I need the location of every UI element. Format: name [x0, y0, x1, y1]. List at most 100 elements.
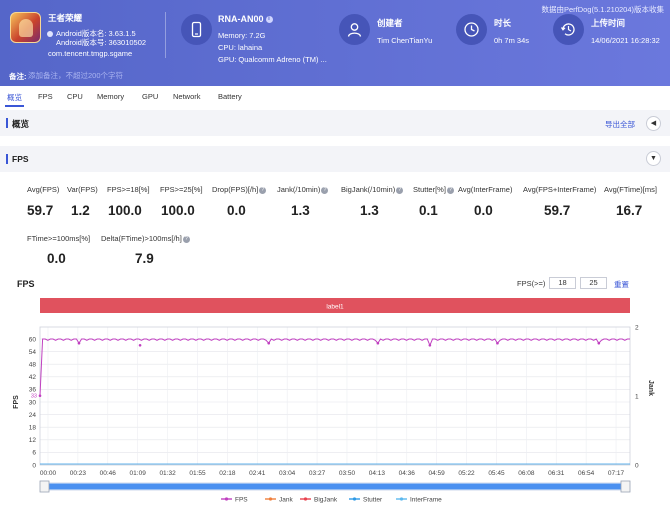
- y-tick-label: 48: [29, 362, 37, 369]
- app-icon: [10, 12, 41, 43]
- tab-gpu[interactable]: GPU: [142, 92, 159, 101]
- fps-section-title: FPS: [12, 154, 29, 164]
- y-tick-label: 24: [29, 412, 37, 419]
- y-tick-label: 30: [29, 399, 37, 406]
- header-divider: [165, 12, 166, 58]
- metric-label: Drop(FPS)[/h]?: [212, 185, 267, 194]
- chevron-down-icon[interactable]: ▼: [646, 151, 661, 166]
- x-tick-label: 07:17: [608, 470, 625, 477]
- legend-marker[interactable]: [303, 497, 308, 501]
- metric-value: 100.0: [161, 203, 195, 218]
- tab-fps[interactable]: FPS: [38, 92, 53, 101]
- legend-marker[interactable]: [352, 497, 357, 501]
- fps-series-line: [39, 338, 630, 396]
- help-icon[interactable]: ?: [259, 186, 267, 194]
- info-icon[interactable]: i: [265, 16, 273, 24]
- legend-item-label[interactable]: InterFrame: [410, 497, 442, 504]
- x-tick-label: 01:09: [130, 470, 147, 477]
- chevron-left-icon[interactable]: ◀: [646, 116, 661, 131]
- upload-time-value: 14/06/2021 16:28:32: [591, 36, 660, 45]
- fps-point: [376, 341, 380, 345]
- fps-threshold-input-1[interactable]: 18: [549, 277, 576, 289]
- metric-value: 1.2: [71, 203, 90, 218]
- phone-icon: [181, 14, 212, 45]
- y-tick-label: 6: [32, 450, 36, 457]
- fps-point: [38, 394, 42, 397]
- legend-item-label[interactable]: Jank: [279, 497, 293, 504]
- export-all-link[interactable]: 导出全部: [605, 120, 635, 129]
- plot-frame: [39, 326, 631, 466]
- x-tick-label: 00:23: [70, 470, 87, 477]
- metric-value: 0.0: [47, 251, 66, 266]
- tab-cpu[interactable]: CPU: [67, 92, 83, 101]
- y-right-tick-label: 0: [635, 462, 639, 469]
- metric-label: FTime>=100ms[%]: [27, 234, 91, 243]
- x-tick-label: 04:36: [399, 470, 416, 477]
- device-cpu: CPU: lahaina: [218, 43, 263, 52]
- metric-label: Var(FPS): [67, 185, 98, 194]
- y-right-tick-label: 2: [635, 324, 639, 331]
- metric-label: FPS>=18[%]: [107, 185, 150, 194]
- legend-item-label[interactable]: FPS: [235, 497, 248, 504]
- metric-label: BigJank(/10min)?: [341, 185, 404, 194]
- section-marker: [6, 154, 8, 164]
- active-tab-indicator: [5, 105, 24, 107]
- android-build: Android版本号: 363010502: [56, 38, 147, 47]
- label-band[interactable]: [40, 298, 630, 313]
- tab-overview[interactable]: 概览: [7, 93, 22, 102]
- fps-chart-title: FPS: [17, 279, 35, 289]
- fps-section-header: FPS ▼: [0, 146, 670, 172]
- legend-item-label[interactable]: Stutter: [363, 497, 383, 504]
- x-tick-label: 01:32: [159, 470, 176, 477]
- y-tick-label: 60: [29, 336, 37, 343]
- legend-marker[interactable]: [224, 497, 229, 501]
- overview-section-header: 概览 导出全部 ◀: [0, 110, 670, 136]
- x-tick-label: 01:55: [189, 470, 206, 477]
- x-tick-label: 00:00: [40, 470, 57, 477]
- legend-marker[interactable]: [268, 497, 273, 501]
- y-axis-right-label: Jank: [647, 380, 654, 396]
- x-tick-label: 05:22: [458, 470, 475, 477]
- device-gpu: GPU: Qualcomm Adreno (TM) ...: [218, 55, 327, 64]
- x-tick-label: 02:18: [219, 470, 236, 477]
- metric-value: 0.0: [474, 203, 493, 218]
- y-tick-label: 36: [29, 387, 37, 394]
- help-icon[interactable]: ?: [446, 186, 454, 194]
- clock-icon: [456, 14, 487, 45]
- metric-value: 0.1: [419, 203, 438, 218]
- metric-label: Jank(/10min)?: [277, 185, 329, 194]
- x-tick-label: 00:46: [100, 470, 117, 477]
- fps-point: [77, 341, 81, 345]
- perfdog-version-note: 数据由PerfDog(5.1.210204)版本收集: [541, 5, 664, 14]
- help-icon[interactable]: ?: [182, 235, 190, 243]
- history-icon: [553, 14, 584, 45]
- fps-point: [428, 344, 432, 347]
- tab-battery[interactable]: Battery: [218, 92, 242, 101]
- zoom-slider-range[interactable]: [44, 483, 626, 490]
- help-icon[interactable]: ?: [321, 186, 329, 194]
- metric-label: FPS>=25[%]: [160, 185, 203, 194]
- metric-label: Avg(FPS+InterFrame): [523, 185, 597, 194]
- zoom-handle-right[interactable]: [620, 480, 631, 493]
- y-right-tick-label: 1: [635, 393, 639, 400]
- zoom-handle-left[interactable]: [39, 480, 50, 493]
- x-tick-label: 03:27: [309, 470, 326, 477]
- device-memory: Memory: 7.2G: [218, 31, 266, 40]
- legend-item-label[interactable]: BigJank: [314, 497, 338, 504]
- x-tick-label: 03:04: [279, 470, 296, 477]
- fps-point: [138, 344, 142, 347]
- y-tick-label: 54: [29, 349, 37, 356]
- note-input[interactable]: 添加备注，不超过200个字符: [28, 71, 124, 80]
- creator-value: Tim ChenTianYu: [377, 36, 433, 45]
- help-icon[interactable]: ?: [396, 186, 404, 194]
- package-name: com.tencent.tmgp.sgame: [48, 49, 133, 58]
- tab-bar: 概览 FPS CPU Memory GPU Network Battery: [0, 86, 670, 108]
- metric-value: 0.0: [227, 203, 246, 218]
- tab-memory[interactable]: Memory: [97, 92, 125, 101]
- fps-threshold-input-2[interactable]: 25: [580, 277, 607, 289]
- metric-value: 59.7: [544, 203, 571, 218]
- tab-network[interactable]: Network: [173, 92, 201, 101]
- reset-threshold-link[interactable]: 重置: [614, 280, 629, 289]
- overview-title: 概览: [12, 119, 30, 129]
- legend-marker[interactable]: [399, 497, 404, 501]
